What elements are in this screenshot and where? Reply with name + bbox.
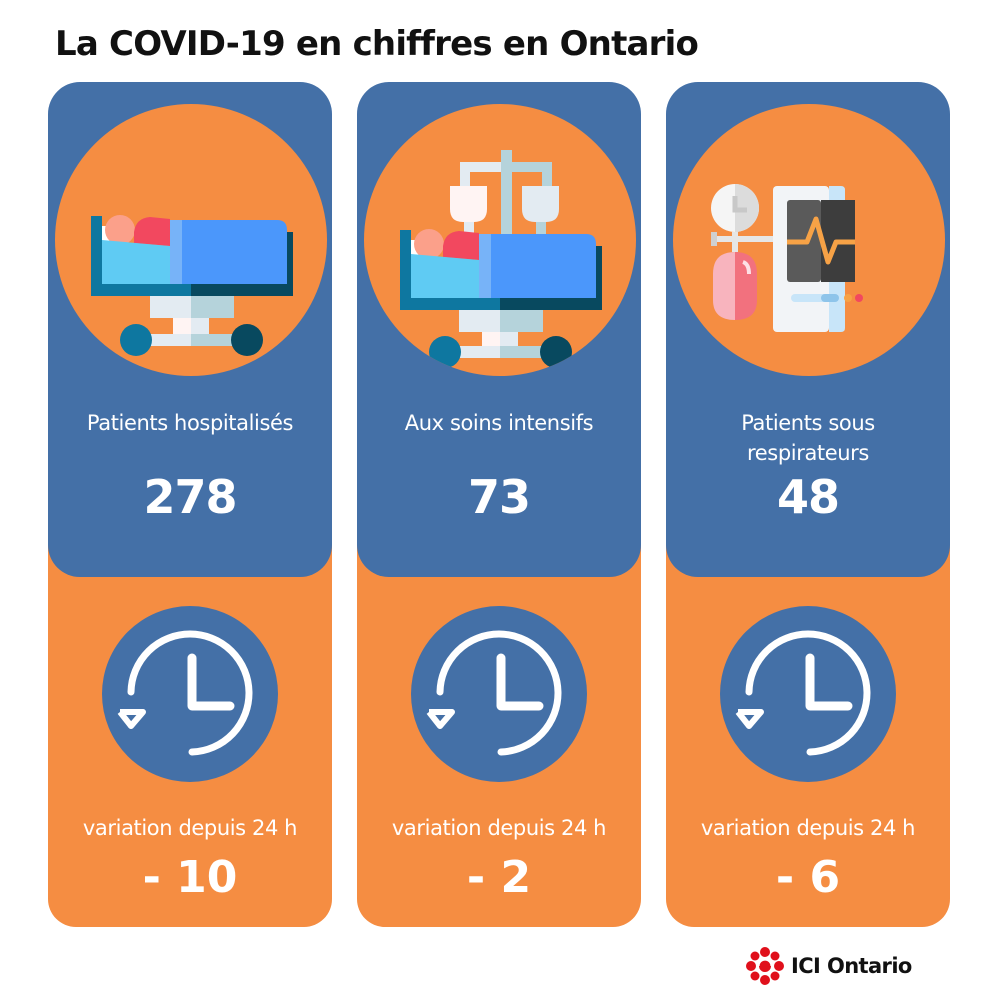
variation-label: variation depuis 24 h [700, 816, 916, 840]
variation-value: - 6 [775, 852, 841, 903]
clock-history-icon [720, 606, 896, 782]
stat-card-ventilators: Patients sous respirateurs 48 variation … [666, 82, 950, 927]
stat-card-intensive-care: Aux soins intensifs 73 variation depuis … [357, 82, 641, 927]
page-title: La COVID-19 en chiffres en Ontario [55, 24, 699, 64]
stat-value: 48 [776, 470, 840, 524]
clock-history-icon [411, 606, 587, 782]
hospital-bed-icon [55, 104, 327, 376]
stat-value: 73 [467, 470, 531, 524]
variation-label: variation depuis 24 h [82, 816, 298, 840]
variation-value: - 10 [142, 852, 238, 903]
stat-label: Patients sous [741, 411, 875, 435]
stat-card-hospitalized: Patients hospitalisés 278 variation depu… [48, 82, 332, 927]
stat-label: respirateurs [747, 441, 869, 465]
brand-logo: ICI Ontario [745, 946, 912, 986]
radio-canada-gem-icon [746, 947, 784, 985]
stat-value: 278 [143, 470, 237, 524]
variation-label: variation depuis 24 h [391, 816, 607, 840]
ventilator-monitor-icon [673, 104, 945, 376]
clock-history-icon [102, 606, 278, 782]
variation-value: - 2 [466, 852, 532, 903]
intensive-care-bed-iv-icon [364, 104, 636, 376]
stat-label: Aux soins intensifs [404, 411, 594, 435]
stat-label: Patients hospitalisés [86, 411, 294, 435]
stat-panel: Aux soins intensifs 73 [357, 82, 641, 577]
stat-panel: Patients hospitalisés 278 [48, 82, 332, 577]
brand-name: ICI Ontario [791, 954, 912, 978]
stat-panel: Patients sous respirateurs 48 [666, 82, 950, 577]
